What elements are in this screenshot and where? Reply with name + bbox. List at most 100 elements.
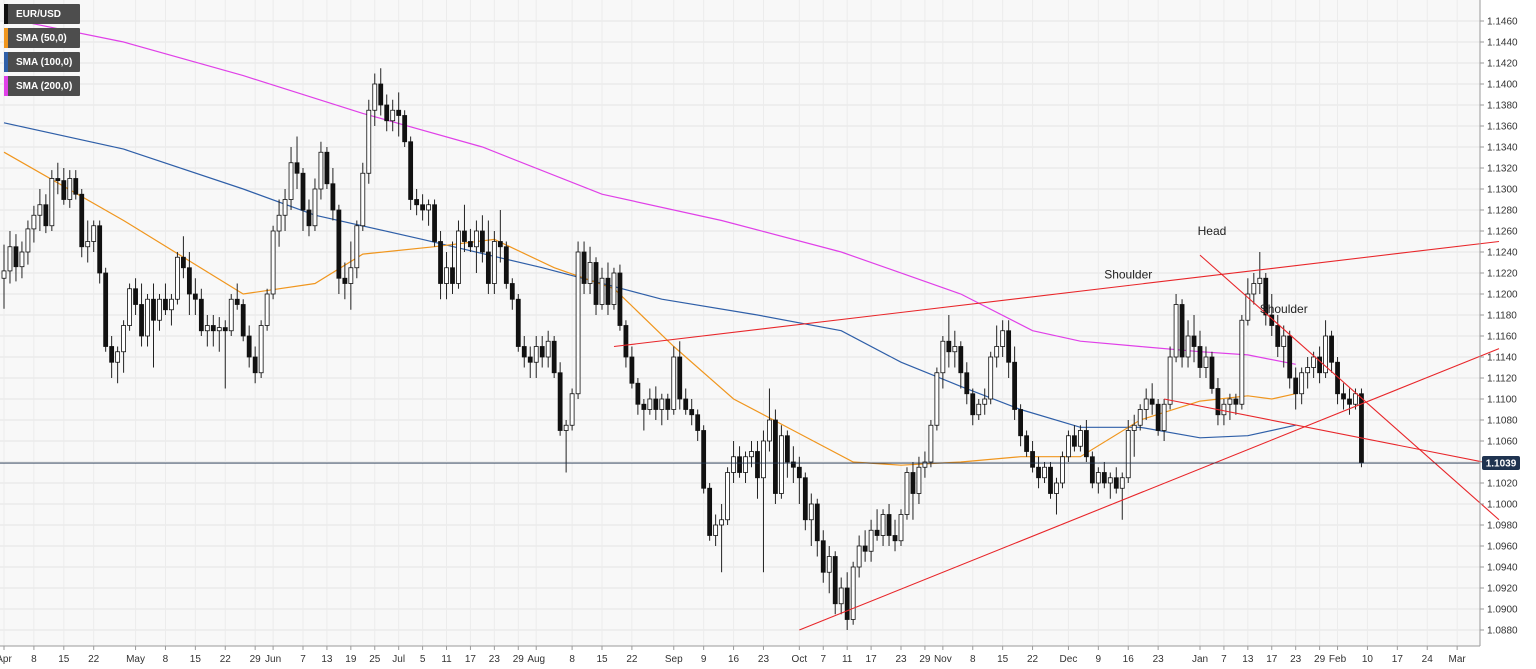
candle[interactable] <box>982 388 988 415</box>
candle[interactable] <box>1149 383 1155 415</box>
candle[interactable] <box>683 388 689 415</box>
candle[interactable] <box>1024 430 1029 457</box>
candle[interactable] <box>629 346 635 389</box>
candle[interactable] <box>1257 252 1263 294</box>
candle[interactable] <box>862 530 868 562</box>
candle[interactable] <box>617 264 623 331</box>
candle[interactable] <box>1161 399 1167 441</box>
candle[interactable] <box>838 577 844 615</box>
legend-item-sma200[interactable]: SMA (200,0) <box>4 76 81 96</box>
candle[interactable] <box>1209 351 1215 394</box>
candle[interactable] <box>1239 315 1245 410</box>
candle[interactable] <box>13 234 19 282</box>
candle[interactable] <box>1143 388 1149 421</box>
candle[interactable] <box>593 257 599 315</box>
candle[interactable] <box>695 409 701 442</box>
candle[interactable] <box>1066 430 1071 463</box>
candle[interactable] <box>701 425 707 494</box>
candle[interactable] <box>336 204 342 294</box>
candle[interactable] <box>462 204 467 252</box>
candle[interactable] <box>73 170 79 200</box>
candle[interactable] <box>814 498 820 557</box>
candle[interactable] <box>390 99 396 132</box>
candle[interactable] <box>521 336 527 368</box>
candle[interactable] <box>139 283 144 347</box>
candle[interactable] <box>671 346 677 415</box>
candle[interactable] <box>282 189 288 231</box>
candle[interactable] <box>970 388 976 426</box>
candle[interactable] <box>1006 320 1012 378</box>
candle[interactable] <box>737 446 742 478</box>
candle[interactable] <box>85 220 91 263</box>
candle[interactable] <box>904 467 910 520</box>
candle[interactable] <box>246 325 252 368</box>
candle[interactable] <box>1233 393 1239 415</box>
candle[interactable] <box>414 189 420 216</box>
candle[interactable] <box>563 420 569 473</box>
candle[interactable] <box>922 451 928 478</box>
candle[interactable] <box>324 147 330 189</box>
candle[interactable] <box>976 399 982 420</box>
candle[interactable] <box>599 267 605 310</box>
candle[interactable] <box>115 346 121 384</box>
candle[interactable] <box>198 288 204 336</box>
candle[interactable] <box>743 451 748 484</box>
candle[interactable] <box>611 267 617 310</box>
candle[interactable] <box>330 168 336 221</box>
candle[interactable] <box>515 294 521 352</box>
candle[interactable] <box>258 320 264 378</box>
candle[interactable] <box>635 378 641 415</box>
candle[interactable] <box>1078 425 1083 452</box>
candle[interactable] <box>426 199 431 226</box>
candle[interactable] <box>958 341 964 389</box>
candle[interactable] <box>1131 414 1137 457</box>
candle[interactable] <box>545 330 551 368</box>
candle[interactable] <box>641 399 647 431</box>
candle[interactable] <box>1048 462 1053 499</box>
candle[interactable] <box>210 315 216 347</box>
candle[interactable] <box>886 504 892 546</box>
candle[interactable] <box>994 325 1000 368</box>
candle[interactable] <box>288 147 294 210</box>
candle[interactable] <box>1245 278 1251 326</box>
candle[interactable] <box>31 205 37 243</box>
candle[interactable] <box>719 504 724 573</box>
candle[interactable] <box>1113 467 1119 494</box>
candle[interactable] <box>1 244 7 309</box>
candle[interactable] <box>1030 441 1035 473</box>
candle[interactable] <box>892 519 898 552</box>
candle[interactable] <box>1329 330 1334 373</box>
candle[interactable] <box>276 199 282 247</box>
candle[interactable] <box>180 236 186 279</box>
candle[interactable] <box>474 220 479 274</box>
candle[interactable] <box>348 241 354 310</box>
candle[interactable] <box>384 94 390 132</box>
candle[interactable] <box>294 136 300 190</box>
candle[interactable] <box>456 220 461 289</box>
candle[interactable] <box>880 509 886 546</box>
candle[interactable] <box>37 189 43 231</box>
candle[interactable] <box>1185 320 1191 368</box>
candle[interactable] <box>372 73 378 127</box>
candle[interactable] <box>581 241 587 295</box>
candle[interactable] <box>689 399 695 426</box>
candle[interactable] <box>396 92 402 137</box>
candle[interactable] <box>527 346 533 379</box>
candle[interactable] <box>485 220 491 295</box>
candle[interactable] <box>97 220 103 284</box>
candle[interactable] <box>1000 320 1006 357</box>
candle[interactable] <box>784 430 790 478</box>
candle[interactable] <box>109 336 115 378</box>
candle[interactable] <box>856 535 862 578</box>
candle[interactable] <box>1179 299 1185 368</box>
candle[interactable] <box>1119 472 1125 520</box>
candle[interactable] <box>773 409 778 505</box>
candle[interactable] <box>587 246 593 294</box>
candle[interactable] <box>1221 399 1227 426</box>
candle[interactable] <box>928 420 934 468</box>
candle[interactable] <box>67 170 73 208</box>
candle[interactable] <box>43 194 49 234</box>
candle[interactable] <box>874 509 880 541</box>
candle[interactable] <box>1287 330 1293 389</box>
